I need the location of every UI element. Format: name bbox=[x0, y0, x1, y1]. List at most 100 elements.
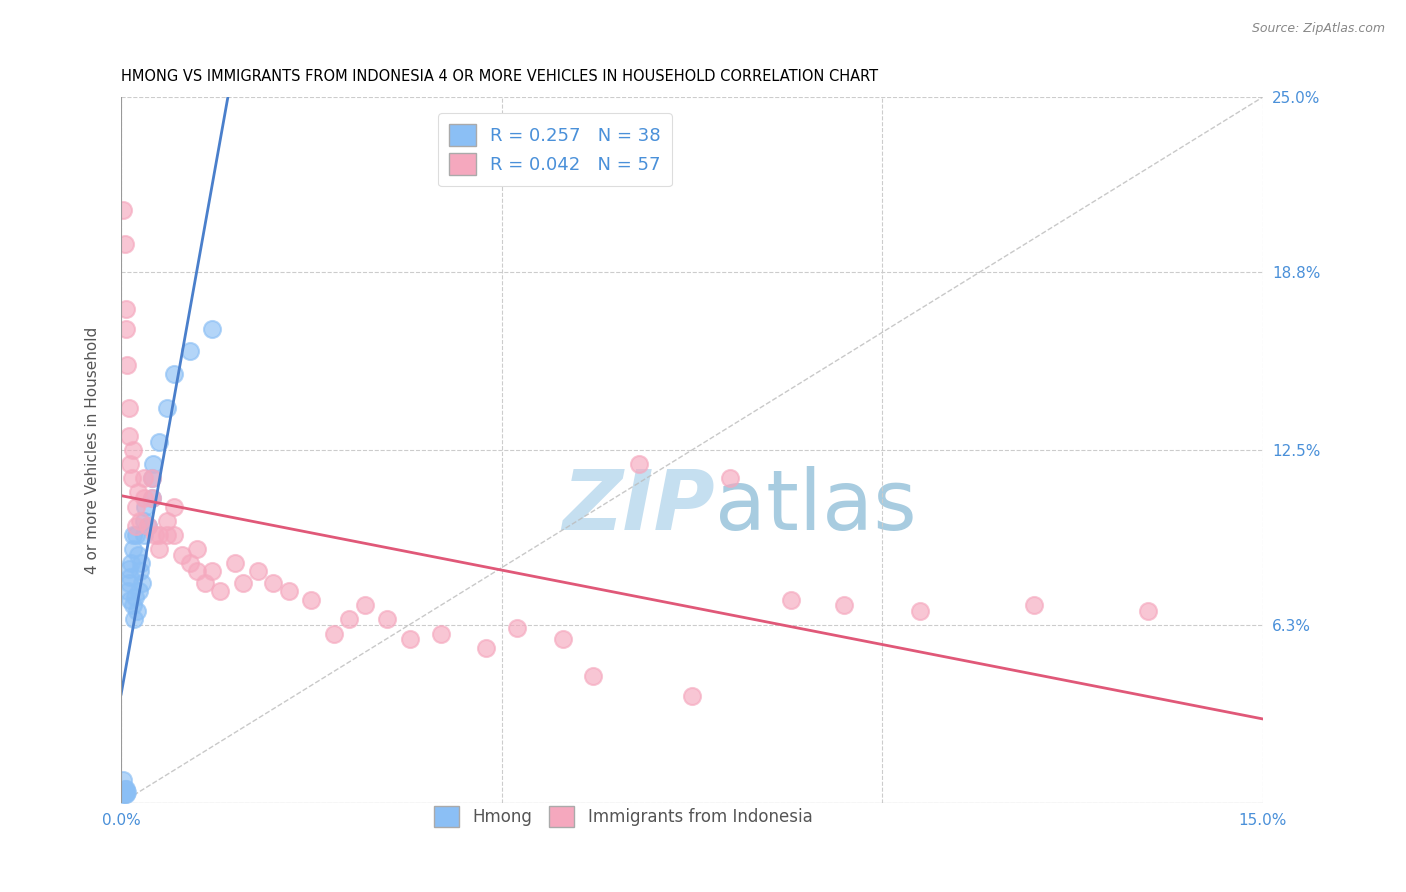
Point bbox=[112, 773, 135, 788]
Point bbox=[186, 565, 208, 579]
Y-axis label: 4 or more Vehicles in Household: 4 or more Vehicles in Household bbox=[86, 326, 100, 574]
Point bbox=[399, 632, 422, 647]
Point bbox=[170, 548, 193, 562]
Point bbox=[114, 781, 136, 796]
Point bbox=[201, 565, 224, 579]
Point bbox=[353, 599, 375, 613]
Point bbox=[131, 575, 153, 590]
Point bbox=[112, 203, 135, 218]
Point bbox=[247, 565, 270, 579]
Point bbox=[122, 599, 145, 613]
Point bbox=[141, 491, 163, 505]
Legend: Hmong, Immigrants from Indonesia: Hmong, Immigrants from Indonesia bbox=[427, 800, 820, 833]
Point bbox=[551, 632, 574, 647]
Point bbox=[277, 584, 299, 599]
Point bbox=[114, 301, 136, 316]
Point bbox=[475, 640, 498, 655]
Point bbox=[112, 788, 135, 802]
Point bbox=[201, 321, 224, 335]
Point bbox=[128, 584, 150, 599]
Point bbox=[121, 541, 143, 556]
Point bbox=[136, 519, 159, 533]
Point bbox=[232, 575, 254, 590]
Point bbox=[121, 528, 143, 542]
Point bbox=[506, 621, 529, 635]
Text: atlas: atlas bbox=[714, 466, 917, 547]
Point bbox=[114, 237, 136, 252]
Point bbox=[121, 471, 143, 485]
Point bbox=[127, 604, 149, 618]
Point bbox=[112, 785, 135, 799]
Text: Source: ZipAtlas.com: Source: ZipAtlas.com bbox=[1251, 22, 1385, 36]
Point bbox=[125, 519, 148, 533]
Point bbox=[120, 457, 142, 471]
Point bbox=[1024, 599, 1046, 613]
Point bbox=[120, 570, 142, 584]
Point bbox=[779, 592, 801, 607]
Point bbox=[142, 457, 165, 471]
Point bbox=[377, 612, 399, 626]
Point bbox=[120, 556, 142, 570]
Point bbox=[718, 471, 741, 485]
Point bbox=[127, 485, 149, 500]
Point bbox=[115, 321, 138, 335]
Point bbox=[339, 612, 361, 626]
Point bbox=[132, 528, 155, 542]
Point bbox=[148, 528, 170, 542]
Point bbox=[134, 500, 156, 514]
Point bbox=[115, 781, 138, 796]
Point bbox=[156, 528, 179, 542]
Point bbox=[129, 556, 152, 570]
Point bbox=[299, 592, 322, 607]
Point bbox=[141, 471, 163, 485]
Point bbox=[124, 590, 146, 604]
Point bbox=[125, 528, 148, 542]
Point bbox=[125, 500, 148, 514]
Point bbox=[179, 344, 201, 359]
Point bbox=[114, 788, 136, 802]
Point bbox=[148, 541, 170, 556]
Point bbox=[681, 689, 703, 703]
Point bbox=[323, 626, 346, 640]
Point bbox=[121, 443, 143, 458]
Point bbox=[136, 519, 159, 533]
Point bbox=[163, 528, 186, 542]
Point bbox=[122, 612, 145, 626]
Point bbox=[115, 359, 138, 373]
Point bbox=[132, 491, 155, 505]
Point bbox=[118, 575, 141, 590]
Point bbox=[163, 367, 186, 381]
Point bbox=[156, 514, 179, 528]
Point bbox=[194, 575, 217, 590]
Point bbox=[429, 626, 451, 640]
Point bbox=[118, 429, 141, 443]
Point bbox=[132, 471, 155, 485]
Point bbox=[114, 788, 136, 802]
Point bbox=[627, 457, 650, 471]
Point bbox=[156, 401, 179, 415]
Point bbox=[179, 556, 201, 570]
Point bbox=[120, 592, 142, 607]
Point bbox=[582, 669, 605, 683]
Point bbox=[117, 584, 139, 599]
Point bbox=[163, 500, 186, 514]
Point bbox=[127, 548, 149, 562]
Point bbox=[209, 584, 232, 599]
Point bbox=[186, 541, 208, 556]
Point bbox=[145, 528, 167, 542]
Text: ZIP: ZIP bbox=[562, 466, 714, 547]
Point bbox=[118, 561, 141, 575]
Point bbox=[832, 599, 855, 613]
Point bbox=[141, 471, 163, 485]
Point bbox=[115, 785, 138, 799]
Point bbox=[141, 491, 163, 505]
Point bbox=[262, 575, 284, 590]
Text: HMONG VS IMMIGRANTS FROM INDONESIA 4 OR MORE VEHICLES IN HOUSEHOLD CORRELATION C: HMONG VS IMMIGRANTS FROM INDONESIA 4 OR … bbox=[121, 69, 879, 84]
Point bbox=[132, 514, 155, 528]
Point bbox=[908, 604, 931, 618]
Point bbox=[129, 565, 152, 579]
Point bbox=[224, 556, 246, 570]
Point bbox=[118, 401, 141, 415]
Point bbox=[148, 434, 170, 449]
Point bbox=[129, 514, 152, 528]
